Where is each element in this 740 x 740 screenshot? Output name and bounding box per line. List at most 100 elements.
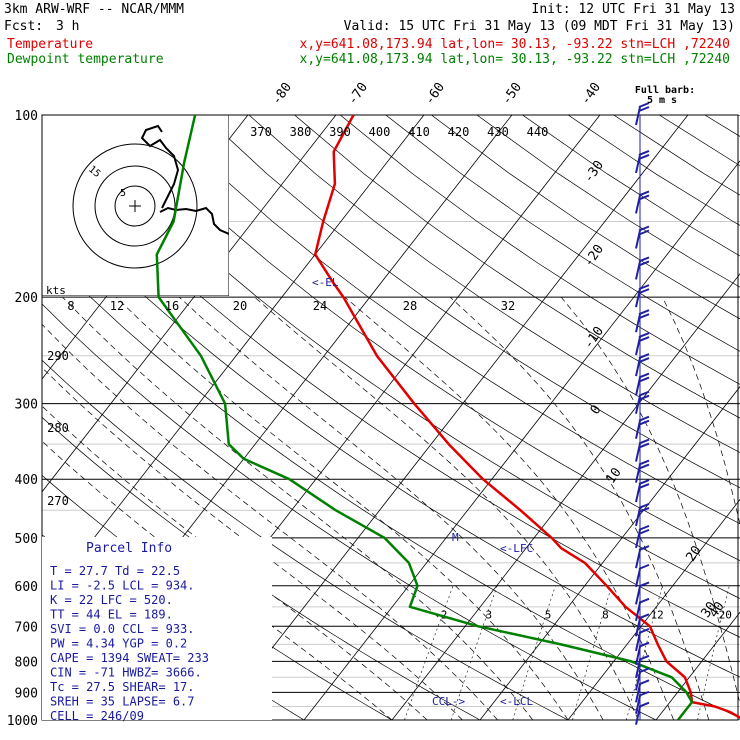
- wind-barb: [635, 256, 650, 280]
- barb-flag: [638, 528, 650, 535]
- wind-barb: [635, 225, 650, 249]
- barb-staff: [635, 313, 641, 333]
- wind-barb: [635, 690, 650, 714]
- isotherm: [215, 115, 689, 720]
- wind-barb: [635, 701, 650, 725]
- parcel-info-row: CAPE = 1394 SWEAT= 233: [50, 651, 209, 665]
- barb-staff: [635, 684, 641, 703]
- temperature-tick-label: 10: [603, 465, 624, 486]
- hodograph-ring: [114, 185, 156, 227]
- mixing-ratio-line: [572, 585, 613, 720]
- parcel-info-row: CELL = 246/09: [50, 709, 144, 723]
- barb-staff: [635, 377, 641, 396]
- dry-adiabat: [42, 192, 740, 678]
- temperature-tick-label: 20: [683, 543, 704, 564]
- parcel-info-row: CIN = -71 HWBZ= 3666.: [50, 666, 202, 680]
- axis-tick-label: 16: [165, 299, 179, 313]
- lfc-marker: <-LFC: [500, 542, 533, 555]
- parcel-info-row: K = 22 LFC = 520.: [50, 593, 173, 607]
- barb-staff: [635, 443, 641, 462]
- barb-flag: [638, 256, 650, 263]
- barb-flag: [638, 503, 650, 509]
- barb-flag: [638, 190, 650, 197]
- barb-flag: [638, 563, 650, 570]
- dry-adiabat: [476, 115, 740, 288]
- wind-barb: [635, 524, 650, 549]
- barb-flag: [638, 442, 650, 449]
- pressure-label-100: 100: [15, 109, 38, 124]
- theta-label: 430: [487, 125, 509, 139]
- pressure-label-500: 500: [15, 532, 38, 547]
- isotherm: [479, 386, 740, 720]
- theta-left-label: 280: [47, 421, 69, 435]
- barb-staff: [635, 706, 641, 725]
- hodograph-trace: [140, 124, 229, 235]
- wind-barb: [635, 479, 650, 503]
- dry-adiabat: [294, 115, 740, 419]
- theta-label: 380: [290, 125, 312, 139]
- isotherm: [655, 611, 740, 720]
- barb-flag: [638, 353, 650, 359]
- wind-barb: [635, 545, 650, 569]
- barb-staff: [635, 230, 641, 249]
- dry-adiabat: [112, 115, 740, 562]
- mixing-ratio-label: 5: [545, 609, 552, 622]
- barb-flag: [638, 194, 650, 201]
- valid-time: Valid: 15 UTC Fri 31 May 13 (09 MDT Fri …: [344, 19, 735, 34]
- barb-key-line2: 5 m s: [647, 95, 677, 106]
- dry-adiabat: [385, 115, 740, 352]
- temperature-tick-label: -70: [345, 80, 371, 108]
- barb-flag: [638, 679, 650, 686]
- theta-label: 390: [329, 125, 351, 139]
- moist-adiabat: [662, 296, 740, 526]
- temperature-line: [313, 115, 740, 720]
- barb-flag: [638, 524, 650, 531]
- isotherm: [42, 115, 425, 606]
- barb-flag: [638, 102, 650, 108]
- mixing-ratio-line: [450, 585, 498, 720]
- isotherm: [391, 273, 740, 720]
- wind-barb: [635, 459, 650, 483]
- wind-barb: [635, 102, 650, 126]
- parcel-info-row: SREH = 35 LAPSE= 6.7: [50, 695, 195, 709]
- wind-barb: [635, 415, 650, 439]
- theta-left-label: 270: [47, 494, 69, 508]
- pressure-label-1000: 1000: [7, 714, 38, 729]
- barb-flag: [638, 463, 650, 470]
- temperature-tick-label: -10: [581, 324, 607, 352]
- dry-adiabat: [42, 303, 657, 720]
- parcel-info-row: TT = 44 EL = 189.: [50, 608, 173, 622]
- isotherm: [567, 498, 740, 720]
- dry-adiabat: [66, 115, 740, 599]
- plot-frame: [41, 114, 739, 721]
- barb-flag: [638, 288, 650, 295]
- pressure-label-800: 800: [15, 655, 38, 670]
- wind-barb: [635, 679, 650, 703]
- wind-barb: [635, 581, 650, 605]
- theta-label: 440: [527, 125, 549, 139]
- barb-flag: [638, 641, 650, 648]
- barb-flag: [638, 415, 650, 422]
- barb-flag: [638, 229, 650, 236]
- barb-flag: [638, 284, 650, 291]
- barb-flag: [638, 357, 650, 363]
- barb-staff: [635, 695, 641, 714]
- barb-staff: [635, 659, 641, 679]
- dry-adiabat: [704, 115, 740, 137]
- theta-label: 370: [250, 125, 272, 139]
- pressure-label-700: 700: [15, 620, 38, 635]
- barb-flag: [638, 690, 650, 697]
- wind-barb: [635, 654, 650, 679]
- legend-dewpoint-label: Dewpoint temperature: [7, 52, 164, 67]
- barb-flag: [638, 654, 650, 661]
- barb-key-line1: Full barb:: [635, 85, 695, 96]
- wind-barb: [635, 627, 650, 652]
- wind-barb: [635, 438, 650, 462]
- barb-staff: [635, 586, 641, 605]
- barb-flag: [638, 667, 650, 674]
- wind-barb: [635, 641, 650, 665]
- barb-staff: [635, 483, 641, 503]
- barb-flag: [638, 597, 650, 604]
- barb-flag: [638, 313, 650, 320]
- barb-staff: [635, 261, 641, 280]
